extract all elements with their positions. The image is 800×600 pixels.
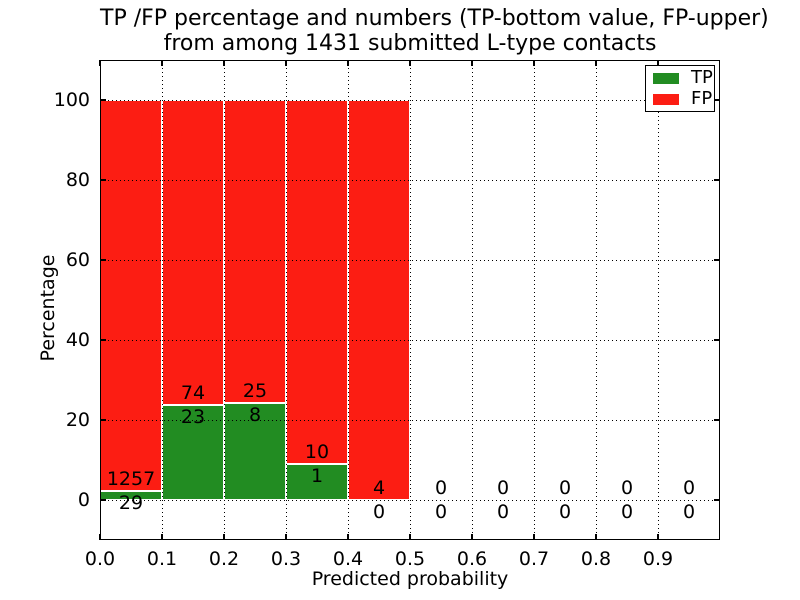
chart-title-line2: from among 1431 submitted L-type contact…: [163, 31, 657, 56]
bar-segment-fp-3: [286, 100, 348, 464]
x-tick-top: [223, 60, 225, 66]
fp-count-label: 0: [434, 477, 448, 499]
legend: TP FP: [645, 65, 715, 112]
y-tick: [100, 99, 106, 101]
fp-count-label: 10: [304, 440, 330, 463]
y-tick-right: [714, 99, 720, 101]
bar-segment-fp-1: [162, 100, 224, 406]
x-tick: [533, 534, 535, 540]
bar-segment-tp-1: [162, 405, 224, 500]
x-tick-top: [99, 60, 101, 66]
tp-count-label: 0: [620, 501, 634, 523]
tp-count-label: 0: [558, 501, 572, 523]
tp-count-label: 1: [310, 464, 324, 487]
bar-segment-fp-0: [100, 100, 162, 491]
tp-count-label: 0: [372, 501, 386, 523]
y-tick-label: 0: [77, 489, 90, 511]
bar-segment-fp-2: [224, 100, 286, 404]
gridline-x-0.2: [223, 60, 225, 540]
x-tick-top: [657, 60, 659, 66]
x-tick-top: [161, 60, 163, 66]
x-tick: [409, 534, 411, 540]
tp-swatch: [653, 72, 679, 84]
x-tick-label: 0.1: [146, 548, 178, 570]
x-tick-top: [533, 60, 535, 66]
x-tick-top: [409, 60, 411, 66]
fp-count-label: 0: [620, 477, 634, 499]
gridline-x-0.3: [285, 60, 287, 540]
y-tick-label: 100: [53, 89, 90, 111]
x-tick: [657, 534, 659, 540]
gridline-x-0.5: [409, 60, 411, 540]
x-tick: [285, 534, 287, 540]
bar-segment-tp-2: [224, 403, 286, 500]
legend-item-tp: TP: [646, 69, 714, 87]
tp-count-label: 0: [496, 501, 510, 523]
x-tick-label: 0.6: [456, 548, 488, 570]
x-tick-top: [595, 60, 597, 66]
tp-count-label: 8: [248, 404, 262, 427]
y-tick: [100, 499, 106, 501]
y-tick-right: [714, 419, 720, 421]
y-tick-label: 80: [65, 169, 90, 191]
x-tick-label: 0.7: [518, 548, 550, 570]
x-tick: [161, 534, 163, 540]
bar-segment-tp-3: [286, 463, 348, 500]
x-tick-label: 0.4: [332, 548, 364, 570]
gridline-x-0.8: [595, 60, 597, 540]
gridline-x-0.6: [471, 60, 473, 540]
y-tick-label: 60: [65, 249, 90, 271]
y-tick: [100, 419, 106, 421]
x-tick: [471, 534, 473, 540]
gridline-x-0.4: [347, 60, 349, 540]
gridline-x-0.7: [533, 60, 535, 540]
fp-swatch: [653, 93, 679, 105]
fp-count-label: 4: [372, 477, 386, 499]
x-tick: [595, 534, 597, 540]
x-tick-top: [285, 60, 287, 66]
y-tick-right: [714, 179, 720, 181]
fp-count-label: 25: [242, 380, 268, 403]
fp-count-label: 1257: [106, 467, 156, 490]
y-tick-label: 20: [65, 409, 90, 431]
y-tick-right: [714, 499, 720, 501]
tp-count-label: 0: [434, 501, 448, 523]
y-tick-right: [714, 339, 720, 341]
legend-label-fp: FP: [691, 88, 713, 109]
y-tick-right: [714, 259, 720, 261]
x-tick-label: 0.9: [642, 548, 674, 570]
x-tick-label: 0.0: [84, 548, 116, 570]
y-tick: [100, 339, 106, 341]
legend-item-fp: FP: [646, 90, 714, 108]
tp-count-label: 29: [118, 491, 144, 514]
fp-count-label: 74: [180, 382, 206, 405]
chart-title-line1: TP /FP percentage and numbers (TP-bottom…: [100, 6, 769, 31]
y-tick-label: 40: [65, 329, 90, 351]
x-tick-label: 0.5: [394, 548, 426, 570]
fp-count-label: 0: [558, 477, 572, 499]
x-tick: [99, 534, 101, 540]
x-tick-label: 0.2: [208, 548, 240, 570]
x-tick-label: 0.3: [270, 548, 302, 570]
x-tick-top: [347, 60, 349, 66]
x-tick-label: 0.8: [580, 548, 612, 570]
x-tick-top: [471, 60, 473, 66]
fp-count-label: 0: [682, 477, 696, 499]
fp-count-label: 0: [496, 477, 510, 499]
x-tick: [347, 534, 349, 540]
bar-segment-fp-4: [348, 100, 410, 500]
y-tick: [100, 259, 106, 261]
plot-area: TP FP 1257 29 74 23 25 8 10 1 4 0 0 0 0 0 0 0 0 0 0 0: [99, 60, 720, 540]
tp-count-label: 23: [180, 406, 206, 429]
gridline-x-0.9: [657, 60, 659, 540]
x-tick: [223, 534, 225, 540]
legend-label-tp: TP: [691, 67, 713, 88]
gridline-x-0.1: [161, 60, 163, 540]
x-axis-label: Predicted probability: [311, 568, 509, 590]
tp-count-label: 0: [682, 501, 696, 523]
y-tick: [100, 179, 106, 181]
